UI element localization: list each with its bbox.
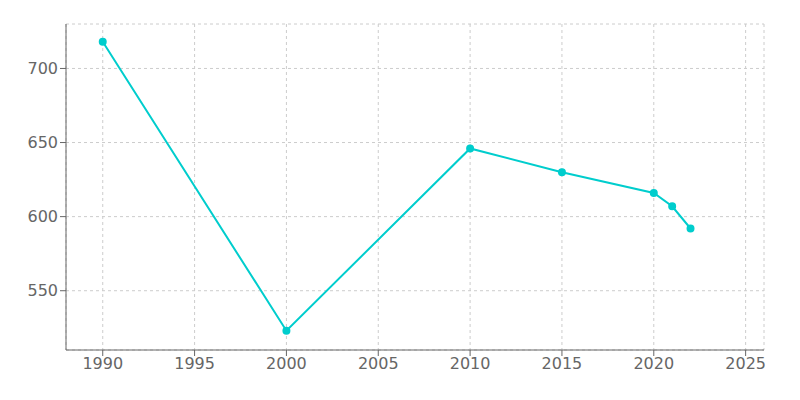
svg-text:1990: 1990 xyxy=(82,354,123,373)
svg-text:1995: 1995 xyxy=(174,354,215,373)
svg-text:2020: 2020 xyxy=(633,354,674,373)
svg-text:600: 600 xyxy=(27,207,58,226)
svg-text:550: 550 xyxy=(27,281,58,300)
svg-text:650: 650 xyxy=(27,133,58,152)
svg-text:2005: 2005 xyxy=(358,354,399,373)
svg-text:700: 700 xyxy=(27,59,58,78)
svg-text:2015: 2015 xyxy=(542,354,583,373)
svg-text:2025: 2025 xyxy=(725,354,766,373)
svg-text:2010: 2010 xyxy=(450,354,491,373)
svg-text:2000: 2000 xyxy=(266,354,307,373)
